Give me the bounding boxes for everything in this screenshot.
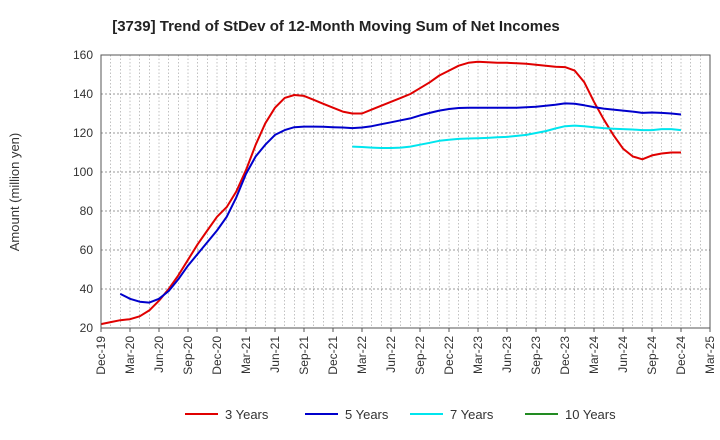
- x-tick-label: Jun-20: [152, 336, 166, 373]
- x-tick-label: Jun-24: [616, 336, 630, 373]
- x-tick-label: Mar-23: [471, 336, 485, 374]
- y-tick-label: 60: [80, 243, 94, 257]
- x-tick-label: Jun-23: [500, 336, 514, 373]
- legend-label: 7 Years: [450, 407, 494, 422]
- y-tick-label: 140: [73, 87, 93, 101]
- x-tick-label: Sep-24: [645, 336, 659, 375]
- y-tick-label: 160: [73, 48, 93, 62]
- x-tick-label: Sep-22: [413, 336, 427, 375]
- legend-label: 10 Years: [565, 407, 616, 422]
- plot-frame: [100, 54, 711, 329]
- chart-title: [3739] Trend of StDev of 12-Month Moving…: [112, 18, 560, 35]
- legend-label: 3 Years: [225, 407, 269, 422]
- y-axis-label: Amount (million yen): [7, 133, 22, 252]
- x-tick-label: Mar-24: [587, 336, 601, 374]
- x-tick-label: Dec-20: [210, 336, 224, 375]
- x-tick-label: Dec-24: [674, 336, 688, 375]
- series-lines: [100, 60, 682, 326]
- series-line-5-years: [119, 102, 682, 304]
- x-tick-labels: Dec-19 Mar-20 Jun-20 Sep-20 Dec-20 Mar-21 Jun-…: [94, 328, 717, 375]
- series-line-3-years: [100, 60, 681, 326]
- x-tick-label: Jun-21: [268, 336, 282, 373]
- x-tick-label: Dec-19: [94, 336, 108, 375]
- legend-label: 5 Years: [345, 407, 389, 422]
- x-tick-label: Dec-22: [442, 336, 456, 375]
- y-tick-label: 40: [80, 282, 94, 296]
- x-tick-label: Mar-22: [355, 336, 369, 374]
- y-tick-label: 100: [73, 165, 93, 179]
- y-tick-label: 120: [73, 126, 93, 140]
- legend: 3 Years 5 Years 7 Years 10 Years: [185, 407, 616, 422]
- x-tick-label: Sep-23: [529, 336, 543, 375]
- y-tick-label: 20: [80, 321, 94, 335]
- y-tick-labels: 20 40 60 80 100 120 140 160: [73, 48, 93, 335]
- x-tick-label: Sep-21: [297, 336, 311, 375]
- x-tick-label: Mar-21: [239, 336, 253, 374]
- x-tick-label: Dec-23: [558, 336, 572, 375]
- grid-lines: [101, 55, 710, 328]
- x-tick-label: Sep-20: [181, 336, 195, 375]
- y-tick-label: 80: [80, 204, 94, 218]
- x-tick-label: Jun-22: [384, 336, 398, 373]
- x-tick-label: Mar-25: [703, 336, 717, 374]
- plot-area: [101, 55, 710, 328]
- x-tick-label: Mar-20: [123, 336, 137, 374]
- x-tick-label: Dec-21: [326, 336, 340, 375]
- series-line-7-years: [352, 124, 682, 149]
